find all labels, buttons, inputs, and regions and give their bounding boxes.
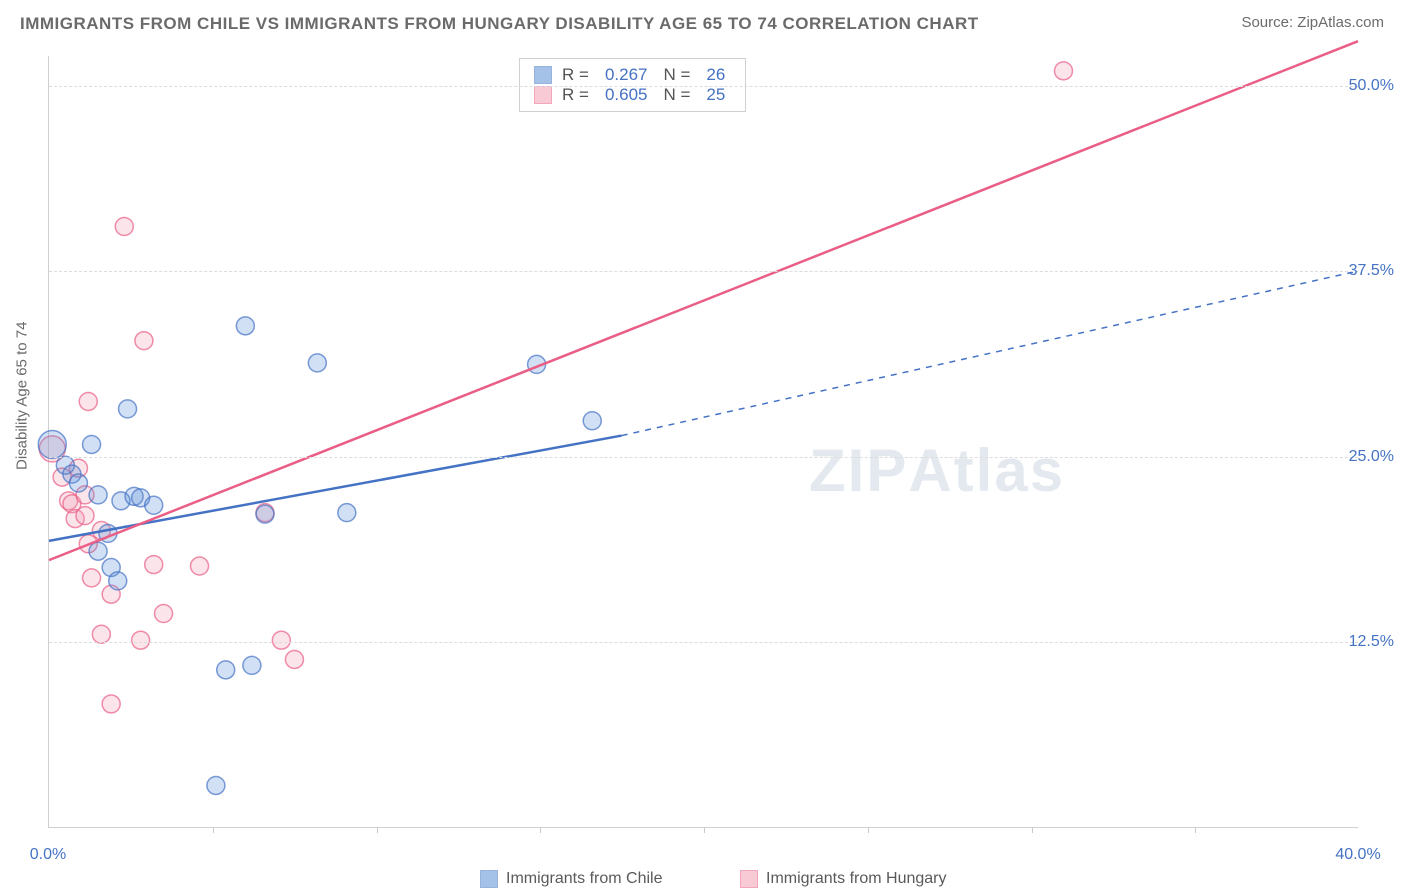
source-attribution: Source: ZipAtlas.com [1241, 14, 1384, 31]
data-point [83, 569, 101, 587]
data-point [236, 317, 254, 335]
xtick [868, 827, 869, 833]
plot-area: ZIPAtlas R = 0.267 N = 26 R = 0.605 N = … [48, 56, 1358, 828]
data-point [308, 354, 326, 372]
r-label: R = [562, 65, 589, 85]
data-point [155, 605, 173, 623]
data-point [132, 631, 150, 649]
data-point [207, 776, 225, 794]
stats-row-chile: R = 0.267 N = 26 [534, 65, 731, 85]
data-point [338, 504, 356, 522]
legend-swatch-chile [480, 870, 498, 888]
legend-label-chile: Immigrants from Chile [506, 870, 662, 888]
data-point [83, 435, 101, 453]
data-point [135, 332, 153, 350]
swatch-hungary [534, 86, 552, 104]
legend-chile: Immigrants from Chile [480, 870, 662, 888]
gridline-h [49, 457, 1358, 458]
data-point [272, 631, 290, 649]
data-point [217, 661, 235, 679]
gridline-h [49, 271, 1358, 272]
gridline-h [49, 642, 1358, 643]
data-point [89, 542, 107, 560]
data-point [109, 572, 127, 590]
data-point [79, 392, 97, 410]
data-point [92, 625, 110, 643]
data-point [191, 557, 209, 575]
data-point [115, 218, 133, 236]
n-value-hungary: 25 [706, 85, 725, 105]
legend-label-hungary: Immigrants from Hungary [766, 870, 947, 888]
x-axis-value: 40.0% [1335, 846, 1380, 864]
gridline-h [49, 86, 1358, 87]
data-point [76, 507, 94, 525]
x-axis-value: 0.0% [30, 846, 66, 864]
data-point [102, 695, 120, 713]
legend-swatch-hungary [740, 870, 758, 888]
xtick [1195, 827, 1196, 833]
r-value-hungary: 0.605 [605, 85, 648, 105]
n-label: N = [663, 65, 690, 85]
data-point [243, 656, 261, 674]
xtick [377, 827, 378, 833]
xtick [213, 827, 214, 833]
data-point [69, 474, 87, 492]
data-point [583, 412, 601, 430]
data-point [89, 486, 107, 504]
r-label-2: R = [562, 85, 589, 105]
data-point [1054, 62, 1072, 80]
xtick [540, 827, 541, 833]
xtick [1032, 827, 1033, 833]
data-point [285, 650, 303, 668]
n-value-chile: 26 [706, 65, 725, 85]
stats-row-hungary: R = 0.605 N = 25 [534, 85, 731, 105]
y-axis-label: Disability Age 65 to 74 [14, 322, 31, 470]
chart-svg [49, 56, 1358, 827]
legend-hungary: Immigrants from Hungary [740, 870, 947, 888]
data-point [38, 430, 66, 458]
data-point [145, 556, 163, 574]
y-axis-value: 37.5% [1349, 262, 1394, 280]
regression-line [622, 271, 1358, 436]
data-point [119, 400, 137, 418]
n-label-2: N = [663, 85, 690, 105]
y-axis-value: 12.5% [1349, 633, 1394, 651]
y-axis-value: 50.0% [1349, 77, 1394, 95]
xtick [704, 827, 705, 833]
data-point [145, 496, 163, 514]
regression-line [49, 41, 1358, 560]
r-value-chile: 0.267 [605, 65, 648, 85]
chart-title: IMMIGRANTS FROM CHILE VS IMMIGRANTS FROM… [20, 14, 979, 34]
y-axis-value: 25.0% [1349, 448, 1394, 466]
swatch-chile [534, 66, 552, 84]
data-point [256, 505, 274, 523]
